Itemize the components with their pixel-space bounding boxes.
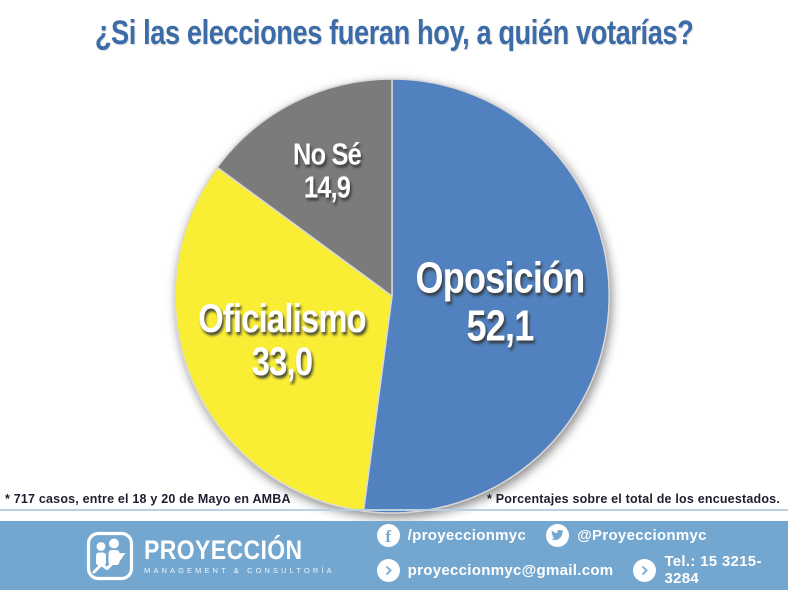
twitter-link[interactable]: @Proyeccionmyc <box>546 524 707 547</box>
slice-label-no-se: No Sé 14,9 <box>293 136 362 205</box>
footnote-percentages: * Porcentajes sobre el total de los encu… <box>486 492 780 506</box>
facebook-handle: /proyeccionmyc <box>407 527 527 544</box>
contacts-row-2: proyeccionmyc@gmail.com Tel.: 15 3215-32… <box>376 553 788 587</box>
twitter-icon <box>546 524 570 547</box>
slice-label-oposicion: Oposición 52,1 <box>415 253 585 350</box>
pie-slice-oposicion <box>362 78 610 514</box>
footnote-sample: * 717 casos, entre el 18 y 20 de Mayo en… <box>5 492 291 506</box>
chevron-right-icon <box>633 558 657 582</box>
people-growth-arrow-icon <box>86 531 134 580</box>
phone-number: Tel.: 15 3215-3284 <box>664 553 762 587</box>
footer-bar: PROYECCIÓN MANAGEMENT & CONSULTORÍA f /p… <box>0 521 788 590</box>
email-link[interactable]: proyeccionmyc@gmail.com <box>376 558 614 582</box>
page-title: ¿Si las elecciones fueran hoy, a quién v… <box>94 14 694 52</box>
pie-slice-oficialismo <box>174 166 393 512</box>
twitter-handle: @Proyeccionmyc <box>577 527 707 544</box>
title-container: ¿Si las elecciones fueran hoy, a quién v… <box>0 14 788 53</box>
brand-name: PROYECCIÓN <box>144 534 303 565</box>
email-address: proyeccionmyc@gmail.com <box>407 561 614 579</box>
slice-label-oficialismo: Oficialismo 33,0 <box>198 296 367 384</box>
contacts-row-1: f /proyeccionmyc @Proyeccionmyc <box>376 524 788 547</box>
phone-link[interactable]: Tel.: 15 3215-3284 <box>633 553 788 587</box>
facebook-icon: f <box>376 524 400 547</box>
pie-chart <box>174 78 610 514</box>
chevron-right-icon <box>376 558 400 582</box>
contacts-block: f /proyeccionmyc @Proyeccionmyc <box>376 524 788 587</box>
divider-line <box>0 509 788 511</box>
facebook-link[interactable]: f /proyeccionmyc <box>376 524 527 547</box>
brand-block: PROYECCIÓN MANAGEMENT & CONSULTORÍA <box>86 531 335 581</box>
brand-tagline: MANAGEMENT & CONSULTORÍA <box>144 565 335 575</box>
pie-slice-no-se <box>216 78 393 297</box>
brand-text: PROYECCIÓN MANAGEMENT & CONSULTORÍA <box>144 534 335 575</box>
